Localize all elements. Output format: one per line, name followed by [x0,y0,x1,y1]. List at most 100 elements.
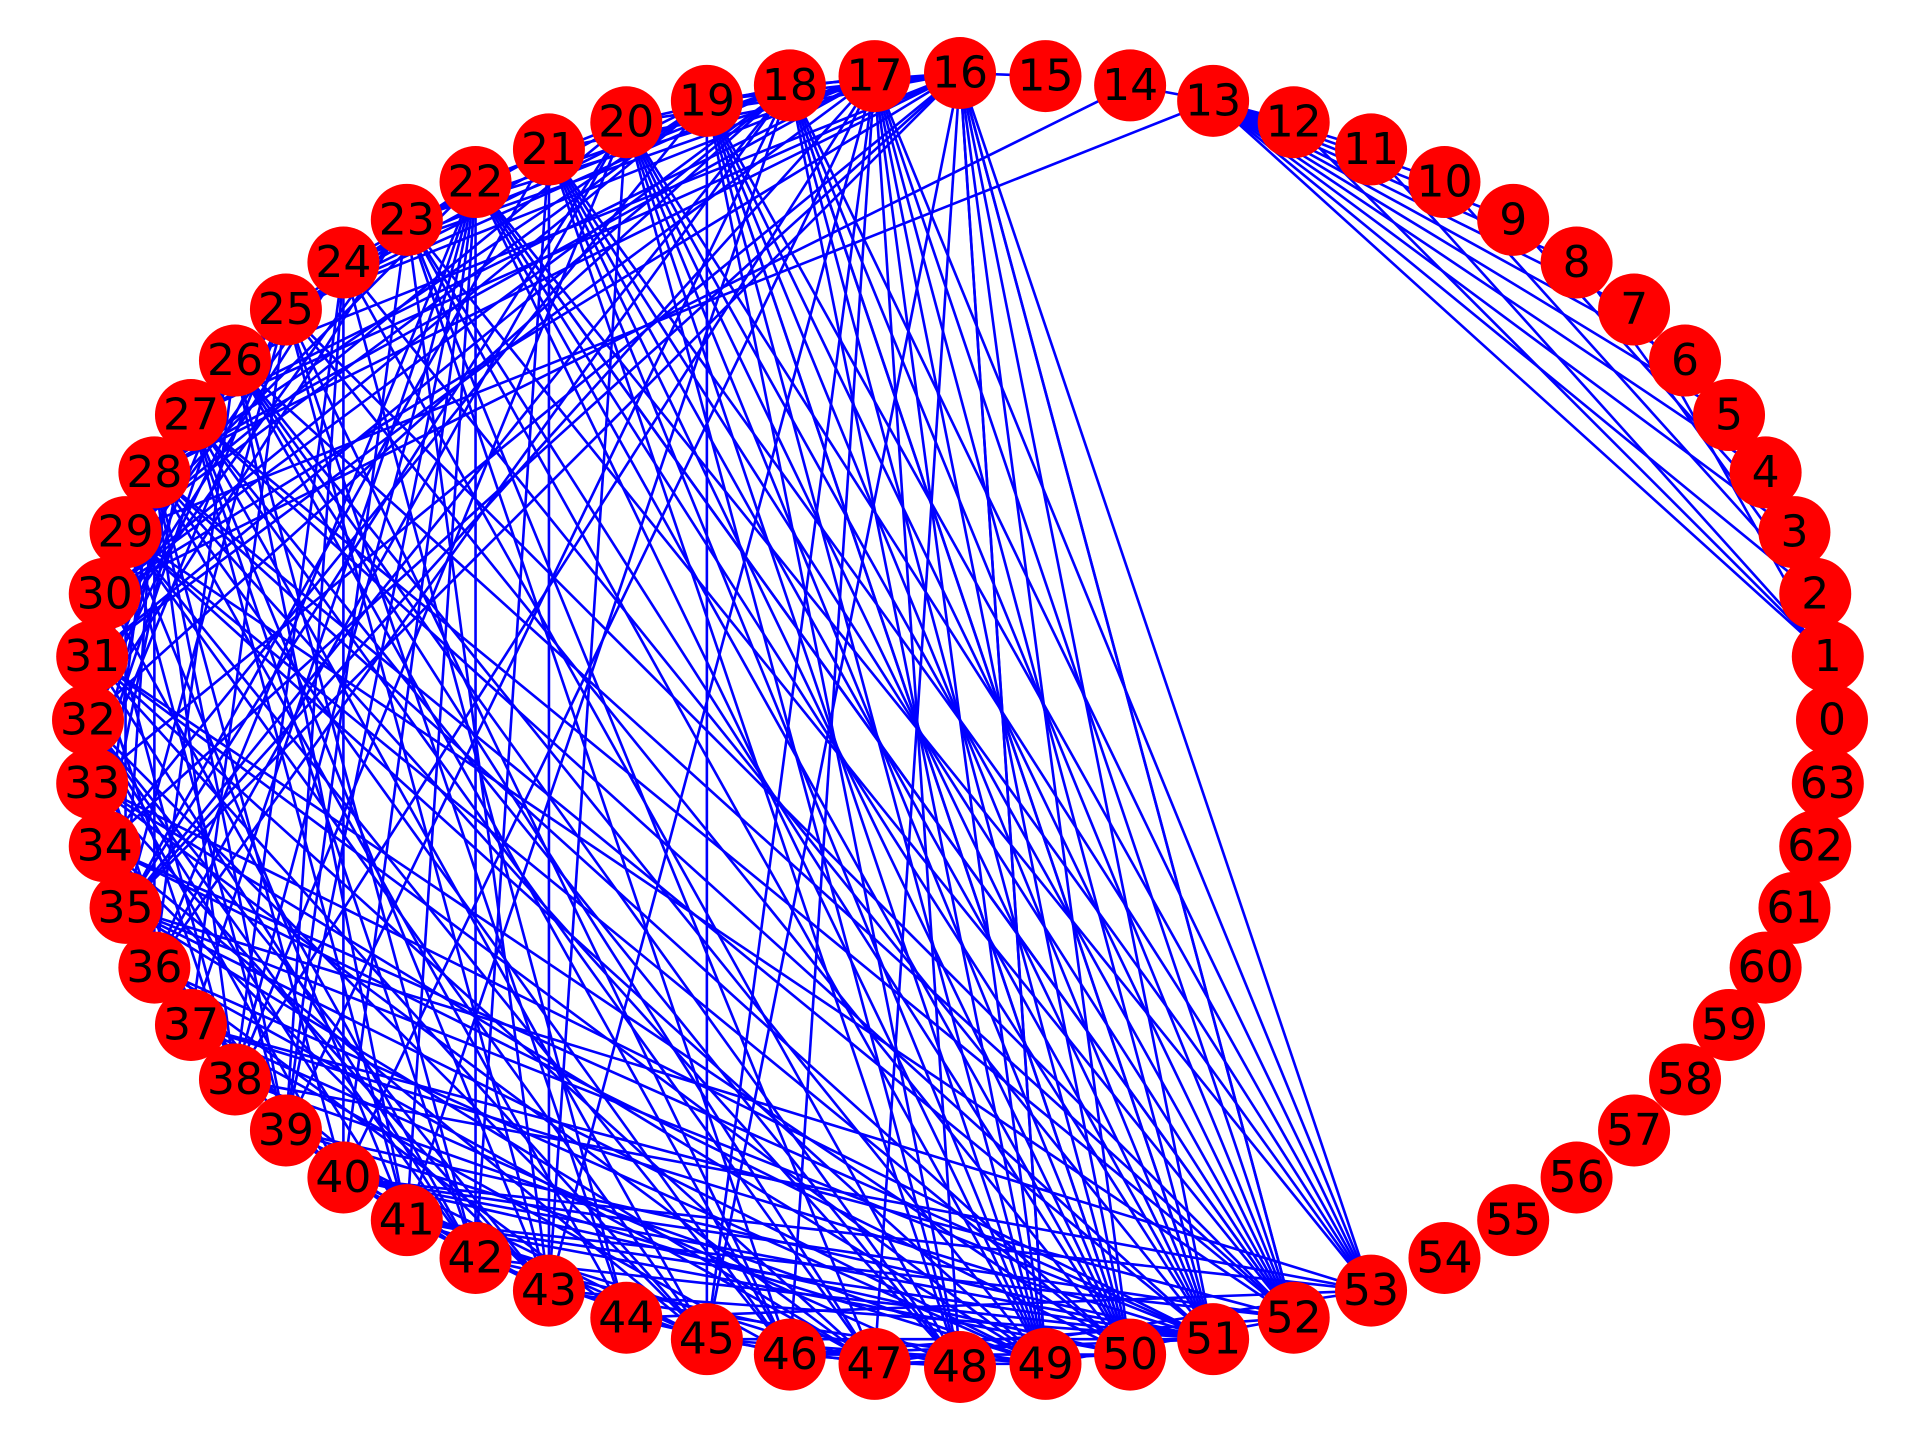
node-53: 53 [1335,1254,1408,1327]
node-24: 24 [307,226,380,299]
edge-17-40 [342,75,876,1179]
node-41: 41 [370,1184,443,1257]
node-5: 5 [1693,379,1766,452]
node-circle [1729,436,1802,509]
node-50: 50 [1094,1318,1167,1391]
edge-22-53 [474,181,1373,1292]
edge-42-51 [475,1256,1214,1341]
node-16: 16 [924,37,996,109]
edge-28-51 [153,471,1214,1341]
node-56: 56 [1540,1141,1613,1214]
node-circle [1598,1094,1671,1167]
node-circle [753,1318,826,1391]
edge-39-51 [285,1129,1214,1341]
node-44: 44 [590,1281,663,1354]
node-32: 32 [52,684,124,756]
node-17: 17 [838,40,911,113]
node-circle [56,747,129,820]
node-10: 10 [1408,146,1481,219]
edge-28-50 [153,471,1131,1356]
edge-35-49 [124,906,1047,1366]
node-23: 23 [370,183,443,256]
node-circle [924,37,996,109]
node-18: 18 [753,49,826,122]
node-60: 60 [1729,931,1802,1004]
edge-40-50 [343,1176,1131,1356]
node-label: 41 [379,1195,435,1246]
node-circle [307,226,380,299]
node-label: 11 [1343,124,1399,175]
node-34: 34 [68,810,141,883]
edge-28-44 [153,471,628,1319]
node-label: 30 [77,568,133,619]
node-label: 56 [1549,1152,1605,1203]
edge-19-53 [705,100,1373,1292]
node-30: 30 [68,557,141,630]
node-label: 12 [1266,97,1322,148]
node-circle [1791,747,1864,820]
node-circle [370,183,443,256]
node-circle [249,1094,322,1167]
node-12: 12 [1257,86,1330,159]
edge-22-49 [474,181,1047,1365]
node-label: 26 [207,335,263,386]
edge-26-47 [233,359,876,1365]
node-label: 34 [77,821,133,872]
node-21: 21 [512,113,585,186]
node-circle [670,1303,743,1376]
node-label: 37 [163,999,219,1050]
edge-21-53 [547,148,1373,1292]
node-circle [1540,1141,1613,1214]
node-9: 9 [1477,183,1550,256]
edge-49-52 [1045,1316,1294,1366]
node-circle [838,40,911,113]
node-label: 17 [847,51,903,102]
edge-28-48 [153,471,961,1368]
node-label: 16 [932,48,988,99]
node-label: 4 [1752,447,1780,498]
node-27: 27 [154,379,227,452]
node-label: 24 [315,237,371,288]
node-label: 32 [60,695,116,746]
edge-17-45 [705,75,876,1340]
edge-17-46 [788,76,876,1355]
node-label: 54 [1416,1232,1472,1283]
node-label: 55 [1485,1195,1541,1246]
node-7: 7 [1598,273,1671,346]
edge-18-35 [124,84,791,909]
node-label: 58 [1657,1054,1713,1105]
node-13: 13 [1177,64,1250,137]
node-circle [1791,620,1864,693]
node-circle [1094,49,1167,122]
node-circle [1796,684,1868,756]
node-label: 44 [598,1292,654,1343]
edge-17-31 [91,75,876,658]
node-circle [924,1331,996,1403]
edge-20-29 [124,121,628,534]
edge-21-24 [342,148,550,264]
node-label: 57 [1606,1105,1662,1156]
edge-29-39 [124,531,288,1131]
edge-31-49 [91,655,1047,1365]
node-label: 2 [1801,568,1829,619]
node-15: 15 [1009,40,1082,113]
node-label: 50 [1102,1329,1158,1380]
node-circle [1649,324,1722,397]
node-circle [439,146,512,219]
node-20: 20 [590,86,663,159]
node-label: 1 [1814,631,1842,682]
edge-24-38 [233,262,345,1080]
node-55: 55 [1477,1184,1550,1257]
node-circle [1693,379,1766,452]
edge-42-45 [475,1256,708,1341]
node-circle [154,988,227,1061]
node-label: 5 [1715,390,1743,441]
node-circle [512,113,585,186]
node-4: 4 [1729,436,1802,509]
node-label: 63 [1800,758,1856,809]
edge-34-50 [104,845,1131,1356]
edge-17-28 [153,74,876,474]
node-circle [1177,64,1250,137]
edge-26-49 [233,359,1047,1365]
